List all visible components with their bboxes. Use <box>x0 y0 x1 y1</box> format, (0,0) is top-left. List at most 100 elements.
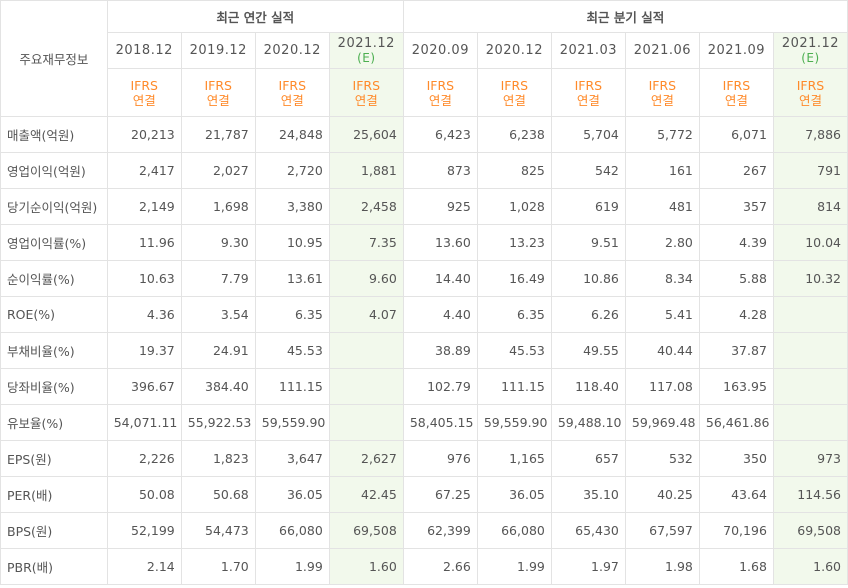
table-cell: 925 <box>402 188 478 225</box>
table-cell: 4.40 <box>402 296 478 333</box>
accounting-basis-cell: IFRS 연결 <box>476 68 552 117</box>
table-cell: 5,704 <box>550 116 626 153</box>
table-cell: 13.23 <box>476 224 552 261</box>
period-header: 2019.12 <box>180 32 256 69</box>
table-row: 영업이익률(%) 11.96 9.30 10.95 7.35 13.60 13.23 9.51… <box>0 224 848 261</box>
table-cell: 114.56 <box>772 476 848 513</box>
consolidated-label: 연결 <box>206 92 230 108</box>
row-label: PER(배) <box>0 476 108 513</box>
item-column-header: 주요재무정보 <box>0 0 108 117</box>
estimate-mark: (E) <box>801 50 820 65</box>
table-cell: 2,458 <box>328 188 404 225</box>
consolidated-label: 연결 <box>724 92 748 108</box>
period-label: 2021.09 <box>707 43 766 58</box>
period-header: 2021.06 <box>624 32 700 69</box>
table-cell: 69,508 <box>772 512 848 549</box>
table-cell: 37.87 <box>698 332 774 369</box>
row-label: 당기순이익(억원) <box>0 188 108 225</box>
consolidated-label: 연결 <box>132 92 156 108</box>
period-header-row: 2018.12 2019.12 2020.12 2021.12 (E) 2020.09 20… <box>1 32 848 69</box>
table-row: 부채비율(%) 19.37 24.91 45.53 38.89 45.53 49.55 40.… <box>0 332 848 369</box>
ifrs-label: IFRS <box>722 77 751 93</box>
table-cell: 14.40 <box>402 260 478 297</box>
table-cell: 20,213 <box>106 116 182 153</box>
ifrs-label: IFRS <box>796 77 825 93</box>
accounting-basis-cell: IFRS 연결 <box>772 68 848 117</box>
ifrs-label: IFRS <box>278 77 307 93</box>
table-row: BPS(원) 52,199 54,473 66,080 69,508 62,399 66,0… <box>0 512 848 549</box>
consolidated-label: 연결 <box>280 92 304 108</box>
row-label: 당좌비율(%) <box>0 368 108 405</box>
row-label: 영업이익(억원) <box>0 152 108 189</box>
table-cell: 6.26 <box>550 296 626 333</box>
table-cell: 163.95 <box>698 368 774 405</box>
table-cell: 67,597 <box>624 512 700 549</box>
table-cell: 2.80 <box>624 224 700 261</box>
table-cell: 10.86 <box>550 260 626 297</box>
table-cell <box>328 368 404 405</box>
table-cell: 52,199 <box>106 512 182 549</box>
table-cell: 9.30 <box>180 224 256 261</box>
table-cell: 45.53 <box>476 332 552 369</box>
accounting-basis-cell: IFRS 연결 <box>106 68 182 117</box>
table-cell: 10.95 <box>254 224 330 261</box>
table-cell: 542 <box>550 152 626 189</box>
period-label: 2021.12 <box>337 35 395 51</box>
table-cell: 481 <box>624 188 700 225</box>
table-cell: 49.55 <box>550 332 626 369</box>
ifrs-label: IFRS <box>130 77 158 93</box>
table-cell: 62,399 <box>402 512 478 549</box>
period-header: 2021.12 (E) <box>328 32 404 69</box>
table-cell: 45.53 <box>254 332 330 369</box>
table-cell: 40.44 <box>624 332 700 369</box>
ifrs-label: IFRS <box>352 77 381 93</box>
accounting-basis-cell: IFRS 연결 <box>402 68 478 117</box>
table-cell: 6,238 <box>476 116 552 153</box>
accounting-basis-cell: IFRS 연결 <box>328 68 404 117</box>
table-cell: 2,720 <box>254 152 330 189</box>
table-cell: 3.54 <box>180 296 256 333</box>
table-cell: 13.61 <box>254 260 330 297</box>
period-label: 2019.12 <box>189 43 247 58</box>
table-cell: 69,508 <box>328 512 404 549</box>
table-cell: 161 <box>624 152 700 189</box>
table-cell <box>772 404 848 441</box>
table-row: EPS(원) 2,226 1,823 3,647 2,627 976 1,165 657 532… <box>0 440 848 477</box>
table-cell: 66,080 <box>476 512 552 549</box>
period-header: 2020.09 <box>402 32 478 69</box>
table-cell: 16.49 <box>476 260 552 297</box>
table-cell: 7,886 <box>772 116 848 153</box>
table-cell: 396.67 <box>106 368 182 405</box>
accounting-basis-cell: IFRS 연결 <box>254 68 330 117</box>
period-label: 2020.09 <box>411 43 469 58</box>
table-cell <box>328 332 404 369</box>
table-cell: 384.40 <box>180 368 256 405</box>
row-label: 부채비율(%) <box>0 332 108 369</box>
table-row: 당기순이익(억원) 2,149 1,698 3,380 2,458 925 1,028 619… <box>0 188 848 225</box>
consolidated-label: 연결 <box>354 92 378 108</box>
table-cell: 1.60 <box>772 548 848 585</box>
row-label: 순이익률(%) <box>0 260 108 297</box>
accounting-basis-row: IFRS 연결 IFRS 연결 IFRS 연결 IFRS 연결 IFRS 연결 IFRS 연결 IFRS… <box>1 68 848 117</box>
table-row: 유보율(%) 54,071.11 55,922.53 59,559.90 58,405.… <box>0 404 848 441</box>
period-label: 2021.12 <box>781 35 840 51</box>
table-row: 영업이익(억원) 2,417 2,027 2,720 1,881 873 825 542 161… <box>0 152 848 189</box>
table-cell: 10.04 <box>772 224 848 261</box>
table-cell: 58,405.15 <box>402 404 478 441</box>
period-header: 2021.12 (E) <box>772 32 848 69</box>
table-row: 순이익률(%) 10.63 7.79 13.61 9.60 14.40 16.49 10.86… <box>0 260 848 297</box>
table-cell: 619 <box>550 188 626 225</box>
table-cell: 350 <box>698 440 774 477</box>
table-row: 당좌비율(%) 396.67 384.40 111.15 102.79 111.15 118… <box>0 368 848 405</box>
table-cell: 2,627 <box>328 440 404 477</box>
table-cell: 357 <box>698 188 774 225</box>
table-cell: 2.66 <box>402 548 478 585</box>
table-cell: 40.25 <box>624 476 700 513</box>
table-cell: 6.35 <box>476 296 552 333</box>
table-cell: 118.40 <box>550 368 626 405</box>
table-cell: 24.91 <box>180 332 256 369</box>
ifrs-label: IFRS <box>426 77 455 93</box>
table-cell: 2,149 <box>106 188 182 225</box>
table-cell: 102.79 <box>402 368 478 405</box>
table-cell: 19.37 <box>106 332 182 369</box>
